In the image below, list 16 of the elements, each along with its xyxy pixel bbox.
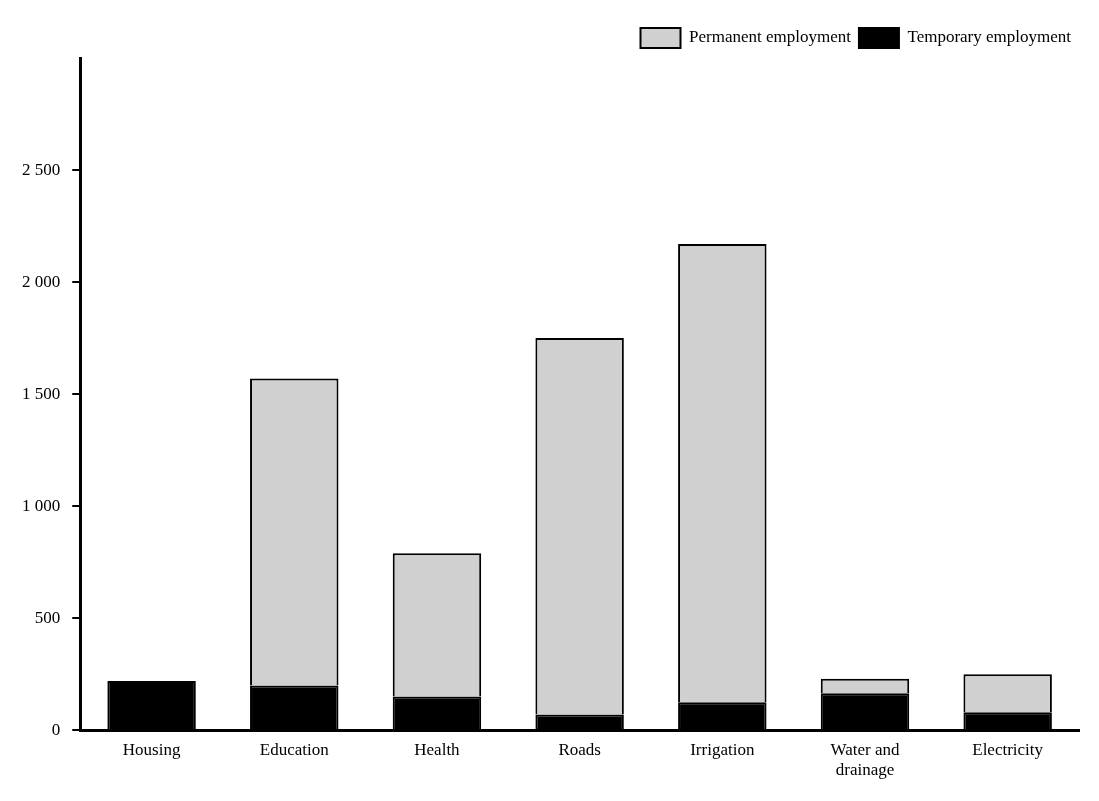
x-tick-label: Education — [259, 739, 330, 759]
category-label: Water and — [830, 739, 900, 759]
category-label: drainage — [835, 760, 895, 780]
y-tick-label: 0 — [51, 719, 61, 739]
x-tick-label: Health — [414, 739, 461, 759]
y-tick-label: 2 000 — [22, 271, 61, 291]
x-tick-label: Roads — [558, 739, 601, 759]
x-tick-label: Irrigation — [690, 739, 755, 759]
x-tick-label: Housing — [122, 739, 181, 759]
y-tick-label: 500 — [34, 607, 61, 627]
y-tick-label: 1 500 — [22, 383, 61, 403]
legend-label: Permanent employment — [689, 27, 852, 47]
y-tick-label: 2 500 — [22, 159, 61, 179]
legend-label: Temporary employment — [907, 27, 1072, 47]
y-tick-label: 1 000 — [22, 495, 61, 515]
x-tick-label: Electricity — [972, 739, 1044, 759]
